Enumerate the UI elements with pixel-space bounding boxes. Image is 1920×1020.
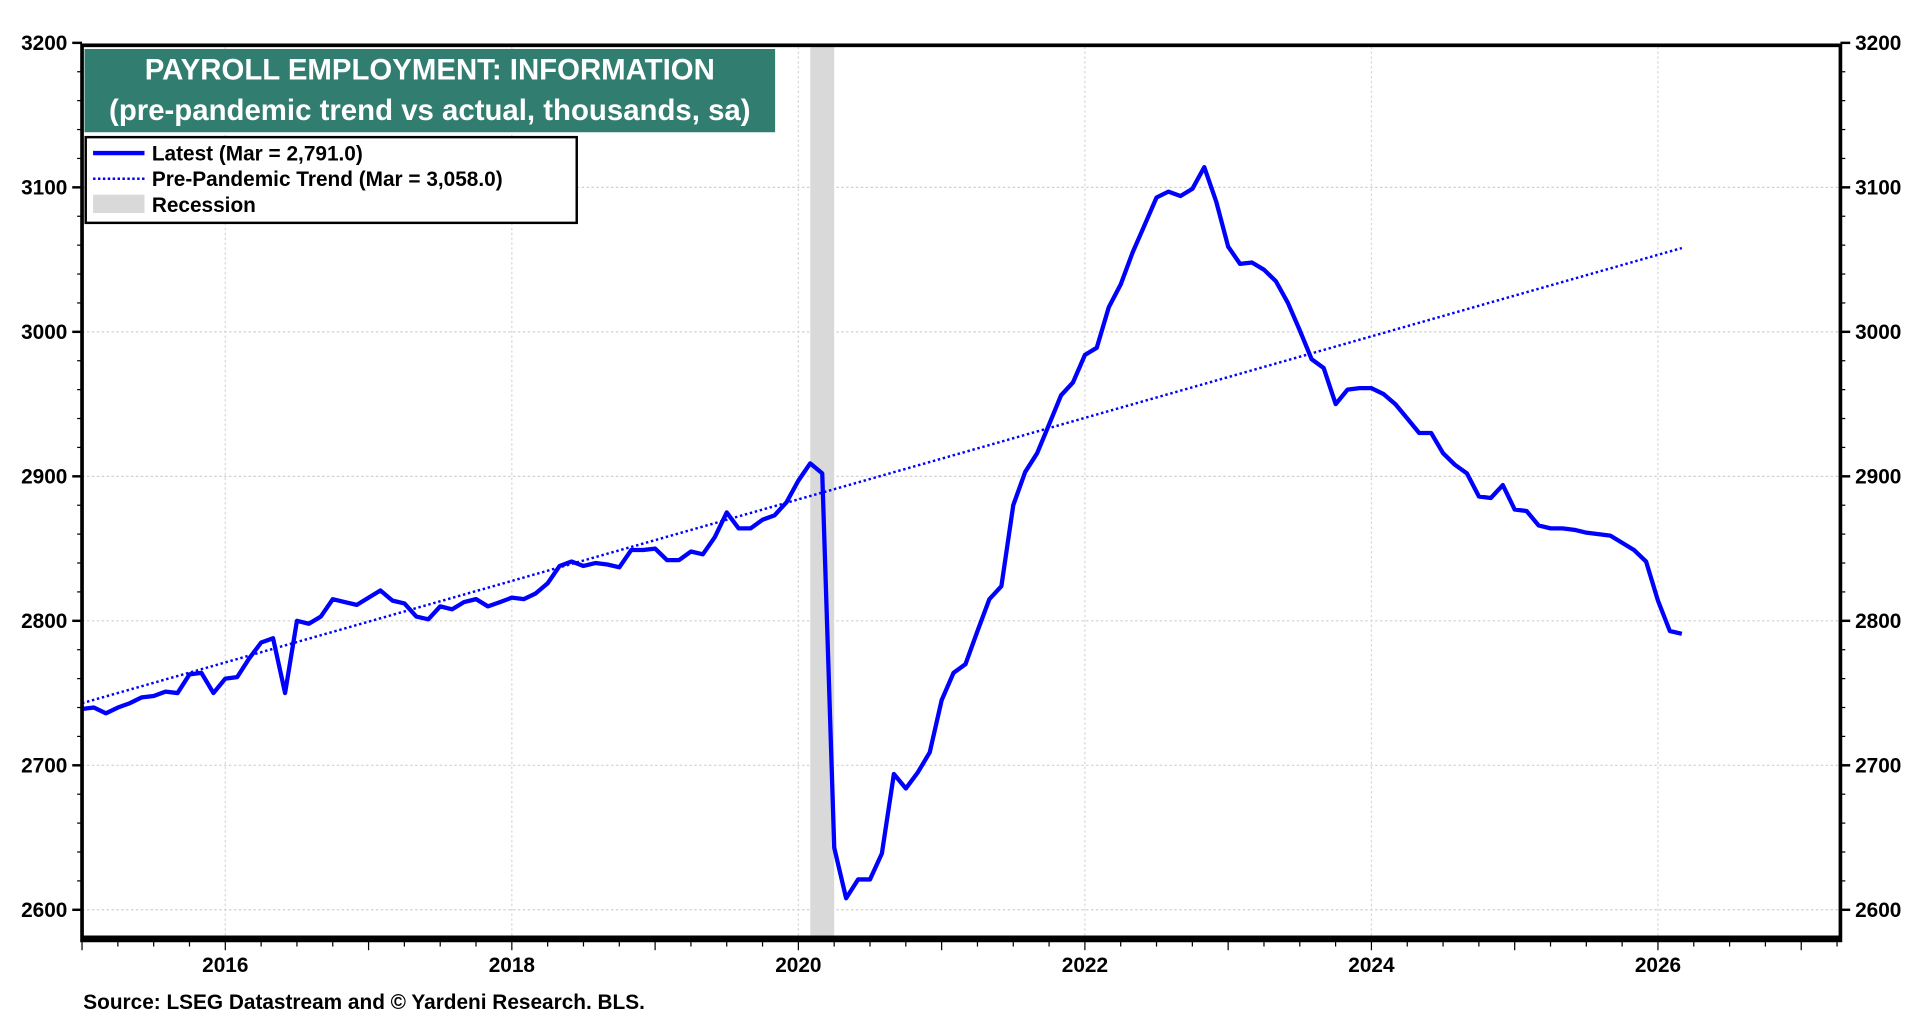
x-axis-line xyxy=(82,935,1841,942)
legend-box xyxy=(84,135,578,225)
y-tick-label-right: 3100 xyxy=(1855,177,1901,200)
chart-subtitle: (pre-pandemic trend vs actual, thousands… xyxy=(109,94,751,127)
title-background xyxy=(84,48,776,133)
source-note: Source: LSEG Datastream and © Yardeni Re… xyxy=(83,991,645,1014)
y-tick-label-right: 2900 xyxy=(1855,466,1901,489)
legend: Latest (Mar = 2,791.0) Pre-Pandemic Tren… xyxy=(84,135,578,225)
y-tick-label-right: 2700 xyxy=(1855,755,1901,778)
x-tick-label: 2026 xyxy=(1635,954,1681,977)
x-tick-label: 2016 xyxy=(202,954,248,977)
gridlines xyxy=(82,46,1841,936)
legend-label-latest: Latest (Mar = 2,791.0) xyxy=(152,142,363,165)
x-tick-label: 2020 xyxy=(775,954,821,977)
y-tick-label-left: 3000 xyxy=(21,321,67,344)
legend-label-trend: Pre-Pandemic Trend (Mar = 3,058.0) xyxy=(152,168,503,191)
legend-label-recession: Recession xyxy=(152,194,256,217)
y-tick-label-right: 2600 xyxy=(1855,899,1901,922)
x-tick-label: 2018 xyxy=(489,954,535,977)
y-tick-label-left: 2700 xyxy=(21,755,67,778)
latest-series-line xyxy=(81,165,1683,901)
y-tick-label-left: 2900 xyxy=(21,466,67,489)
series-group xyxy=(81,165,1683,901)
y-tick-label-left: 3200 xyxy=(21,32,67,55)
legend-swatch-recession xyxy=(93,194,145,214)
title-box: PAYROLL EMPLOYMENT: INFORMATION (pre-pan… xyxy=(84,48,776,133)
y-tick-label-right: 3200 xyxy=(1855,32,1901,55)
y-tick-label-right: 3000 xyxy=(1855,321,1901,344)
y-tick-label-left: 2800 xyxy=(21,610,67,633)
x-tick-label: 2022 xyxy=(1062,954,1108,977)
chart-title: PAYROLL EMPLOYMENT: INFORMATION xyxy=(145,54,715,87)
y-tick-label-right: 2800 xyxy=(1855,610,1901,633)
y-tick-label-left: 2600 xyxy=(21,899,67,922)
x-tick-label: 2024 xyxy=(1348,954,1395,977)
y-tick-label-left: 3100 xyxy=(21,177,67,200)
axes: 2600 2600 2700 2700 2800 2800 2900 2900 3000 3000… xyxy=(21,32,1901,977)
